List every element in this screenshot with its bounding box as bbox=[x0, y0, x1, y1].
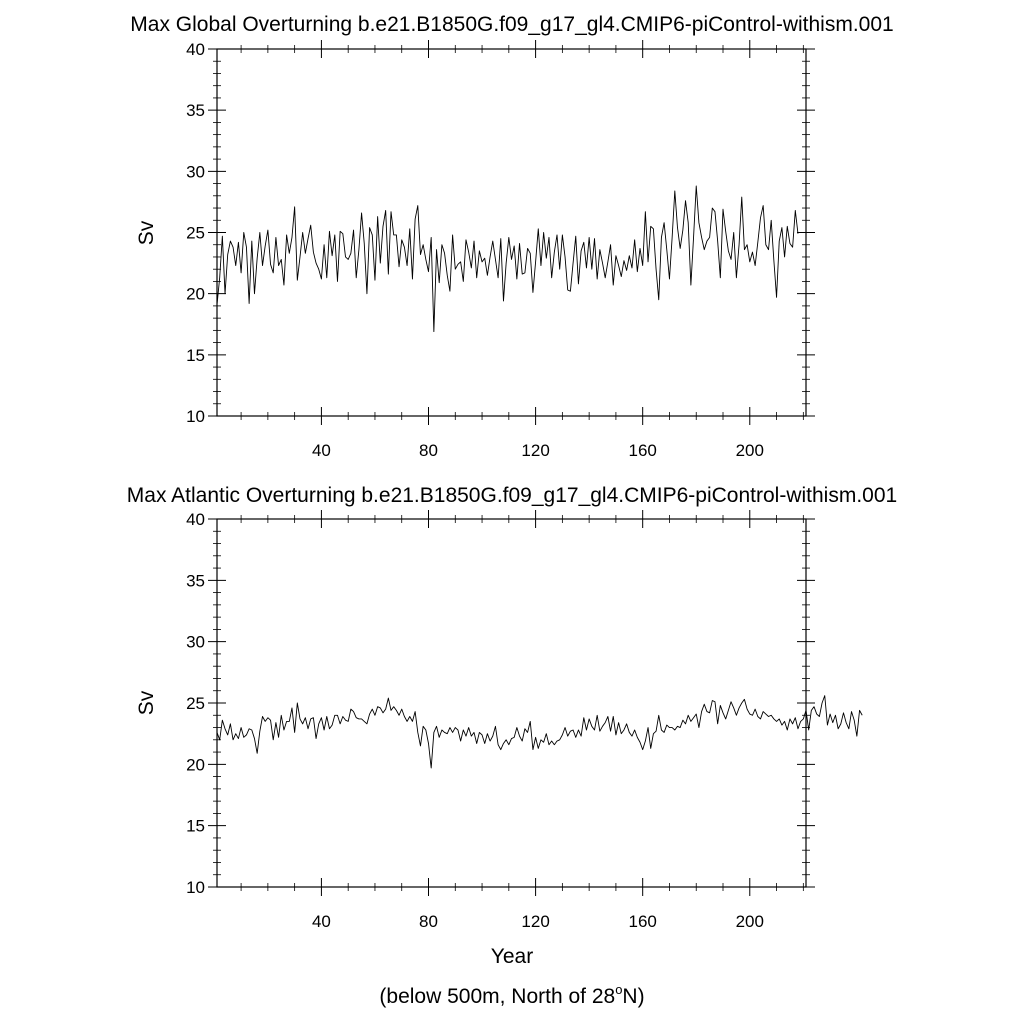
atlantic-xtick-label: 200 bbox=[736, 912, 764, 931]
atlantic-ytick-label: 30 bbox=[186, 633, 205, 652]
global-ytick-label: 40 bbox=[186, 40, 205, 59]
global-ytick-label: 20 bbox=[186, 285, 205, 304]
atlantic-ytick-label: 15 bbox=[186, 817, 205, 836]
global-ytick-label: 15 bbox=[186, 346, 205, 365]
atlantic-y-axis-label: Sv bbox=[135, 690, 158, 715]
atlantic-xtick-label: 40 bbox=[312, 912, 331, 931]
figure-caption-superscript: o bbox=[615, 982, 622, 997]
global-ytick-label: 10 bbox=[186, 407, 205, 426]
global-xtick-label: 40 bbox=[312, 441, 331, 460]
global-axes: 40 80 120 160 200 10 15 20 25 30 35 40 bbox=[186, 40, 815, 460]
global-ytick-label: 25 bbox=[186, 224, 205, 243]
atlantic-x-axis-label: Year bbox=[491, 945, 533, 968]
global-xtick-label: 160 bbox=[628, 441, 656, 460]
atlantic-xtick-label: 80 bbox=[419, 912, 438, 931]
atlantic-overturning-panel: Max Atlantic Overturning b.e21.B1850G.f0… bbox=[127, 484, 897, 968]
atlantic-ytick-label: 25 bbox=[186, 694, 205, 713]
atlantic-axes: 40 80 120 160 200 10 15 20 25 30 35 40 bbox=[186, 510, 815, 931]
global-xtick-label: 120 bbox=[521, 441, 549, 460]
atlantic-xtick-label: 120 bbox=[521, 912, 549, 931]
global-xtick-label: 200 bbox=[736, 441, 764, 460]
global-xtick-label: 80 bbox=[419, 441, 438, 460]
atlantic-series bbox=[216, 695, 863, 769]
global-plot-frame bbox=[216, 48, 807, 417]
global-y-axis-label: Sv bbox=[135, 220, 158, 245]
atlantic-series-line bbox=[216, 695, 863, 769]
figure-caption-suffix: N) bbox=[622, 985, 644, 1008]
global-series bbox=[216, 185, 799, 333]
atlantic-xtick-label: 160 bbox=[628, 912, 656, 931]
atlantic-ytick-label: 10 bbox=[186, 878, 205, 897]
atlantic-chart-title: Max Atlantic Overturning b.e21.B1850G.f0… bbox=[127, 484, 897, 507]
global-ytick-label: 35 bbox=[186, 101, 205, 120]
figure-caption-main: (below 500m, North of 28 bbox=[379, 985, 615, 1008]
atlantic-plot-frame bbox=[216, 518, 807, 888]
atlantic-ytick-label: 40 bbox=[186, 510, 205, 529]
atlantic-ytick-label: 20 bbox=[186, 755, 205, 774]
global-overturning-panel: Max Global Overturning b.e21.B1850G.f09_… bbox=[130, 13, 893, 460]
global-series-line bbox=[216, 185, 799, 333]
figure-caption: (below 500m, North of 28oN) bbox=[379, 982, 644, 1008]
global-ytick-label: 30 bbox=[186, 162, 205, 181]
atlantic-ytick-label: 35 bbox=[186, 571, 205, 590]
global-chart-title: Max Global Overturning b.e21.B1850G.f09_… bbox=[130, 13, 893, 36]
